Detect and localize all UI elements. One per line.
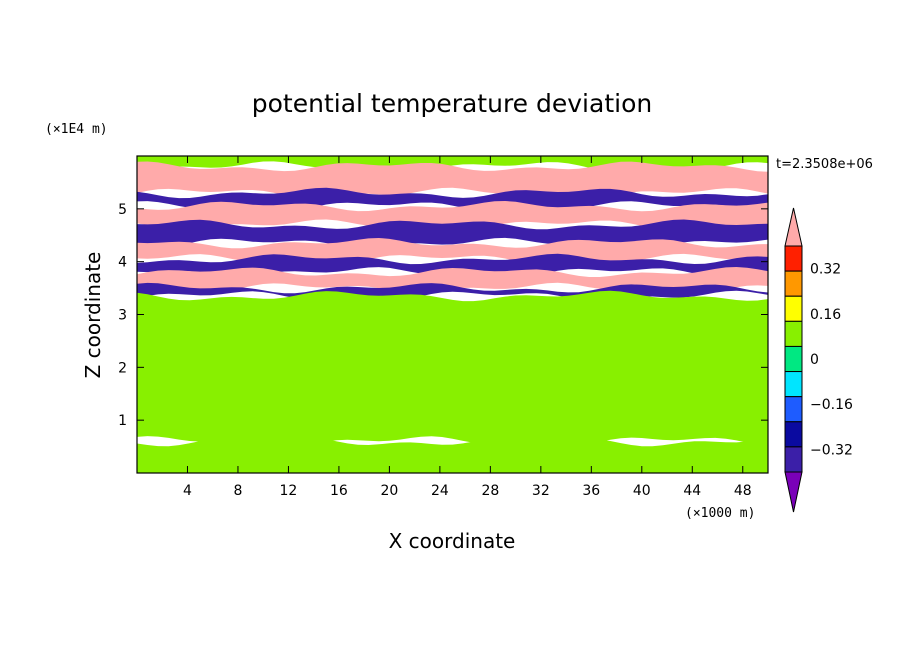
colorbar-segment	[784, 421, 803, 448]
colorbar-tick-label: 0.16	[810, 307, 841, 323]
colorbar-segment	[784, 270, 803, 297]
x-tick-label: 44	[683, 483, 701, 499]
colorbar-extend-min	[784, 471, 803, 513]
x-tick-label: 20	[380, 483, 398, 499]
y-axis-ticks: 1 2 3 4 5	[118, 202, 768, 429]
x-tick-label: 16	[330, 483, 348, 499]
x-axis-ticks: 4 8 12 16 20 24 28 32 36 40 44 48	[183, 156, 752, 499]
x-tick-label: 36	[582, 483, 600, 499]
y-tick-label: 5	[118, 202, 127, 218]
x-tick-label: 8	[233, 483, 242, 499]
x-tick-label: 4	[183, 483, 192, 499]
y-tick-label: 3	[118, 308, 127, 324]
colorbar-tick-label: 0.32	[810, 262, 841, 278]
y-tick-label: 1	[118, 413, 127, 429]
colorbar-tick-label: 0	[810, 352, 819, 368]
colorbar-segment	[784, 345, 803, 373]
y-tick-label: 4	[118, 255, 127, 271]
x-tick-label: 40	[633, 483, 651, 499]
colorbar-segment	[784, 245, 803, 272]
x-unit-label: (×1000 m)	[685, 506, 755, 521]
colorbar-segment	[784, 396, 803, 423]
colorbar: 0.32 0.16 0 −0.16 −0.32	[784, 207, 853, 513]
colorbar-segment	[784, 446, 803, 473]
colorbar-tick-label: −0.16	[810, 397, 853, 413]
colorbar-extend-max	[784, 207, 803, 247]
y-axis-label: Z coordinate	[81, 252, 105, 379]
time-label: t=2.3508e+06	[776, 157, 873, 172]
x-tick-label: 24	[431, 483, 449, 499]
colorbar-segment	[784, 371, 803, 398]
contour-layer	[137, 290, 768, 447]
chart-title: potential temperature deviation	[252, 89, 652, 118]
colorbar-tick-label: −0.32	[810, 442, 853, 458]
x-tick-label: 48	[734, 483, 752, 499]
contour-layer	[137, 436, 768, 473]
colorbar-segment	[784, 320, 803, 347]
contour-layer	[137, 253, 768, 278]
contour-layer	[137, 201, 768, 230]
x-axis-label: X coordinate	[389, 529, 516, 553]
x-tick-label: 32	[532, 483, 550, 499]
contour-layer	[137, 219, 768, 249]
x-tick-label: 12	[280, 483, 298, 499]
plot-area	[137, 156, 768, 473]
y-tick-label: 2	[118, 360, 127, 376]
colorbar-segment	[784, 295, 803, 322]
y-unit-label: (×1E4 m)	[45, 122, 108, 137]
contour-layer	[137, 267, 768, 294]
x-tick-label: 28	[481, 483, 499, 499]
